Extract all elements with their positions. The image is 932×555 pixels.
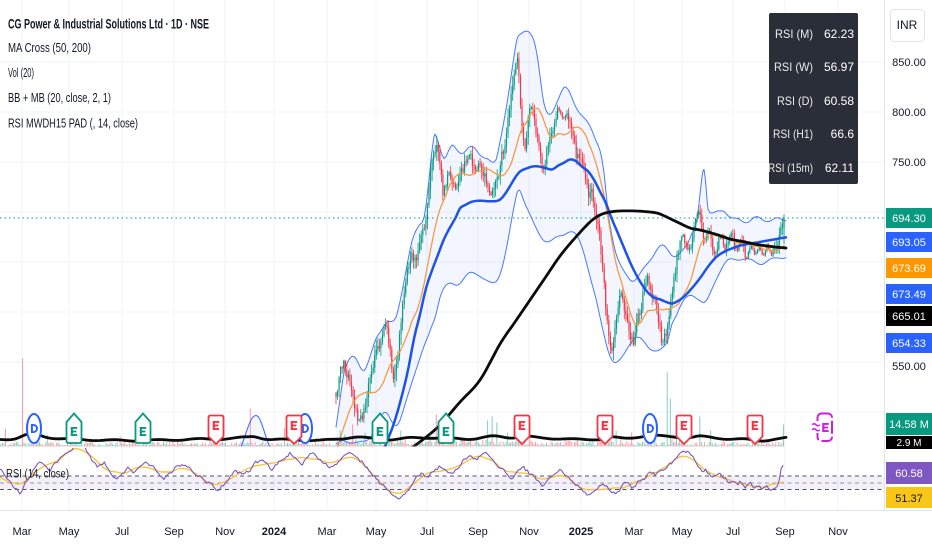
svg-text:RSI (D): RSI (D) bbox=[777, 94, 813, 108]
svg-text:RSI MWDH15 PAD (, 14, close): RSI MWDH15 PAD (, 14, close) bbox=[8, 117, 138, 131]
svg-text:May: May bbox=[672, 526, 693, 538]
svg-text:Jul: Jul bbox=[115, 526, 129, 538]
svg-text:May: May bbox=[366, 526, 387, 538]
svg-text:60.58: 60.58 bbox=[824, 94, 854, 108]
svg-text:Nov: Nov bbox=[215, 526, 235, 538]
svg-text:850.00: 850.00 bbox=[892, 57, 926, 69]
svg-text:62.23: 62.23 bbox=[824, 27, 854, 41]
svg-text:May: May bbox=[59, 526, 80, 538]
svg-text:Sep: Sep bbox=[775, 526, 795, 538]
svg-text:800.00: 800.00 bbox=[892, 107, 926, 119]
svg-text:2.9 M: 2.9 M bbox=[896, 438, 921, 449]
svg-text:Vol (20): Vol (20) bbox=[8, 66, 34, 80]
svg-text:14.58 M: 14.58 M bbox=[889, 419, 929, 431]
svg-text:RSI (M): RSI (M) bbox=[775, 27, 813, 41]
svg-text:693.05: 693.05 bbox=[892, 237, 926, 249]
svg-text:56.97: 56.97 bbox=[824, 60, 854, 74]
svg-text:Mar: Mar bbox=[625, 526, 644, 538]
svg-text:665.01: 665.01 bbox=[892, 311, 926, 323]
svg-text:60.58: 60.58 bbox=[895, 468, 923, 480]
svg-text:INR: INR bbox=[897, 18, 918, 32]
svg-text:MA Cross (50, 200): MA Cross (50, 200) bbox=[8, 41, 91, 55]
svg-text:Jul: Jul bbox=[726, 526, 740, 538]
svg-text:66.6: 66.6 bbox=[831, 127, 855, 141]
svg-text:654.33: 654.33 bbox=[892, 338, 926, 350]
svg-text:62.11: 62.11 bbox=[825, 161, 854, 175]
svg-text:Mar: Mar bbox=[13, 526, 32, 538]
svg-text:RSI (W): RSI (W) bbox=[774, 60, 813, 74]
svg-text:RSI (14, close): RSI (14, close) bbox=[6, 469, 69, 481]
svg-text:750.00: 750.00 bbox=[892, 157, 926, 169]
svg-text:550.00: 550.00 bbox=[892, 361, 926, 373]
svg-text:Jul: Jul bbox=[420, 526, 434, 538]
svg-text:673.49: 673.49 bbox=[892, 289, 926, 301]
svg-text:Nov: Nov bbox=[828, 526, 848, 538]
svg-text:CG Power & Industrial Solution: CG Power & Industrial Solutions Ltd · 1D… bbox=[8, 17, 209, 32]
svg-text:694.30: 694.30 bbox=[892, 213, 926, 225]
svg-text:RSI (15m): RSI (15m) bbox=[768, 161, 813, 175]
svg-text:673.69: 673.69 bbox=[892, 263, 926, 275]
svg-text:2025: 2025 bbox=[569, 526, 593, 538]
svg-text:Sep: Sep bbox=[468, 526, 488, 538]
svg-text:RSI (H1): RSI (H1) bbox=[773, 127, 813, 141]
svg-text:2024: 2024 bbox=[262, 526, 287, 538]
svg-text:Sep: Sep bbox=[164, 526, 184, 538]
svg-text:Mar: Mar bbox=[318, 526, 337, 538]
svg-text:51.37: 51.37 bbox=[895, 493, 923, 505]
svg-text:Nov: Nov bbox=[519, 526, 539, 538]
svg-text:BB + MB (20, close, 2, 1): BB + MB (20, close, 2, 1) bbox=[8, 91, 111, 105]
